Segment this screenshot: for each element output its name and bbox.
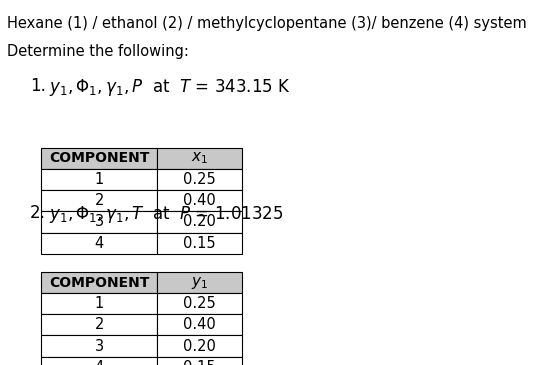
Bar — [157, 211, 242, 233]
Text: $y_1, \Phi_1, \gamma_1, T$  at  $P$ = 1.01325: $y_1, \Phi_1, \gamma_1, T$ at $P$ = 1.01… — [49, 204, 283, 226]
Text: 3: 3 — [94, 214, 104, 230]
Bar — [157, 293, 242, 314]
Bar — [157, 314, 242, 335]
Text: $y_1$: $y_1$ — [191, 274, 208, 291]
Bar — [41, 190, 157, 211]
Bar — [157, 190, 242, 211]
Text: 1: 1 — [94, 296, 104, 311]
Text: 0.15: 0.15 — [183, 235, 216, 251]
Text: 2.: 2. — [30, 204, 46, 222]
Bar — [41, 314, 157, 335]
Bar — [41, 335, 157, 357]
Bar — [41, 233, 157, 254]
Bar — [41, 211, 157, 233]
Bar — [157, 148, 242, 169]
Text: COMPONENT: COMPONENT — [49, 276, 149, 289]
Bar — [41, 293, 157, 314]
Text: 1.: 1. — [30, 77, 46, 95]
Text: $x_1$: $x_1$ — [191, 150, 208, 166]
Text: 4: 4 — [94, 235, 104, 251]
Text: 0.20: 0.20 — [183, 338, 216, 354]
Bar — [157, 272, 242, 293]
Text: 2: 2 — [94, 193, 104, 208]
Bar — [41, 357, 157, 365]
Text: 1: 1 — [94, 172, 104, 187]
Bar — [157, 169, 242, 190]
Bar — [41, 169, 157, 190]
Bar — [157, 335, 242, 357]
Text: 4: 4 — [94, 360, 104, 365]
Bar — [41, 148, 157, 169]
Text: 0.20: 0.20 — [183, 214, 216, 230]
Text: 0.25: 0.25 — [183, 172, 216, 187]
Text: 0.40: 0.40 — [183, 193, 216, 208]
Text: 0.15: 0.15 — [183, 360, 216, 365]
Text: 2: 2 — [94, 317, 104, 333]
Text: COMPONENT: COMPONENT — [49, 151, 149, 165]
Text: 0.25: 0.25 — [183, 296, 216, 311]
Text: 3: 3 — [94, 338, 104, 354]
Bar — [41, 272, 157, 293]
Text: Hexane (1) / ethanol (2) / methylcyclopentane (3)/ benzene (4) system: Hexane (1) / ethanol (2) / methylcyclope… — [7, 16, 526, 31]
Text: $y_1, \Phi_1, \gamma_1, P$  at  $T$ = 343.15 K: $y_1, \Phi_1, \gamma_1, P$ at $T$ = 343.… — [49, 77, 291, 98]
Text: Determine the following:: Determine the following: — [7, 44, 188, 59]
Text: 0.40: 0.40 — [183, 317, 216, 333]
Bar — [157, 357, 242, 365]
Bar — [157, 233, 242, 254]
